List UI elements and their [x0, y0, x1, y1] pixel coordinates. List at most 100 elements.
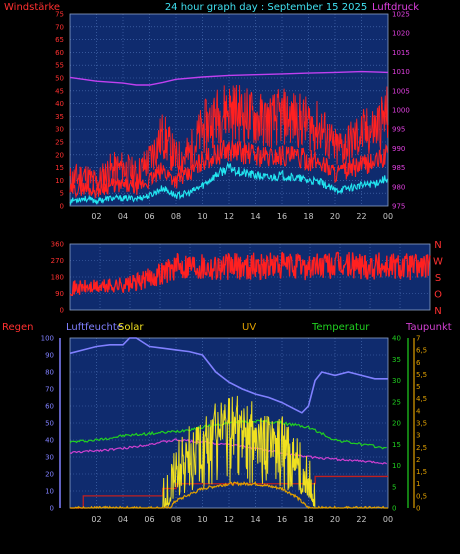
pressure-axis-title: Luftdruck — [372, 2, 419, 13]
x-tick-label: 18 — [303, 212, 313, 221]
solar-series-line — [162, 395, 316, 509]
x-tick-label: 14 — [250, 515, 260, 524]
y-left-tick-label: 25 — [55, 139, 64, 147]
y-left-tick-label: 45 — [55, 87, 64, 95]
rain-series-line — [70, 475, 388, 509]
x-tick-label: 10 — [197, 212, 207, 221]
uv-tick-label: 6 — [416, 359, 421, 367]
y-left-tick-label: 60 — [55, 49, 64, 57]
x-tick-label: 22 — [356, 515, 366, 524]
direction-tick-label: 360 — [51, 241, 64, 249]
x-tick-label: 02 — [91, 515, 101, 524]
humidity-label: Luftfeuchte — [66, 322, 123, 333]
y-left-tick-label: 35 — [55, 113, 64, 121]
temperature-tick-label: 5 — [392, 483, 396, 491]
pressure-series-line — [69, 70, 389, 86]
direction-label: W — [433, 257, 443, 268]
humidity-tick-label: 10 — [45, 488, 54, 496]
x-tick-label: 04 — [118, 515, 128, 524]
y-left-tick-label: 30 — [55, 126, 64, 134]
x-tick-label: 20 — [330, 515, 340, 524]
x-tick-label: 02 — [91, 212, 101, 221]
uv-tick-label: 2,5 — [416, 444, 427, 452]
humidity-tick-label: 90 — [45, 352, 54, 360]
x-tick-label: 22 — [356, 212, 366, 221]
y-right-tick-label: 1015 — [392, 49, 410, 57]
x-tick-label: 10 — [197, 515, 207, 524]
wind-avg-series-line — [69, 161, 388, 206]
humidity-tick-label: 30 — [45, 454, 54, 462]
temperature-tick-label: 35 — [392, 356, 401, 364]
y-right-tick-label: 1025 — [392, 11, 410, 19]
x-tick-label: 20 — [330, 212, 340, 221]
humidity-tick-label: 40 — [45, 437, 54, 445]
humidity-tick-label: 20 — [45, 471, 54, 479]
humidity-series-line — [69, 337, 388, 414]
chart-title: 24 hour graph day : September 15 2025 — [165, 2, 367, 13]
x-tick-label: 00 — [383, 515, 393, 524]
direction-label: S — [435, 273, 441, 284]
direction-tick-label: 0 — [60, 307, 64, 315]
y-left-tick-label: 5 — [60, 190, 64, 198]
temperature-tick-label: 20 — [392, 420, 401, 428]
y-right-tick-label: 1000 — [392, 107, 410, 115]
y-left-tick-label: 0 — [60, 203, 64, 211]
y-left-tick-label: 55 — [55, 62, 64, 70]
uv-tick-label: 7 — [416, 335, 420, 343]
y-right-tick-label: 1005 — [392, 87, 410, 95]
uv-tick-label: 4,5 — [416, 395, 427, 403]
direction-tick-label: 270 — [51, 257, 64, 265]
uv-tick-label: 1 — [416, 480, 420, 488]
x-tick-label: 08 — [171, 515, 181, 524]
temperature-tick-label: 15 — [392, 441, 401, 449]
uv-tick-label: 0,5 — [416, 492, 427, 500]
uv-label: UV — [242, 322, 256, 333]
x-tick-label: 12 — [224, 212, 234, 221]
wind-direction-panel: 0 90 180 270 360 — [51, 241, 431, 315]
gust-series-line — [69, 84, 389, 193]
y-right-tick-label: 1020 — [392, 30, 410, 38]
uv-tick-label: 3 — [416, 432, 420, 440]
y-right-tick-label: 995 — [392, 126, 405, 134]
uv-tick-label: 5,5 — [416, 371, 427, 379]
temperature-tick-label: 30 — [392, 377, 401, 385]
y-left-tick-label: 70 — [55, 23, 64, 31]
uv-tick-label: 2 — [416, 456, 420, 464]
y-right-tick-label: 990 — [392, 145, 405, 153]
uv-tick-label: 3,5 — [416, 420, 427, 428]
x-tick-label: 12 — [224, 515, 234, 524]
temperature-series-line — [69, 418, 387, 450]
x-tick-label: 04 — [118, 212, 128, 221]
temperature-tick-label: 25 — [392, 398, 401, 406]
climate-panel: 0102030405060708090100051015202530354000… — [41, 335, 428, 525]
wind-axis-title: Windstärke — [4, 2, 60, 13]
y-left-tick-label: 50 — [55, 75, 64, 83]
direction-label: N — [434, 240, 441, 251]
plot-border — [69, 13, 389, 207]
uv-series-line — [69, 480, 388, 510]
x-tick-label: 18 — [303, 515, 313, 524]
uv-tick-label: 0 — [416, 505, 420, 513]
humidity-tick-label: 50 — [45, 420, 54, 428]
dewpoint-series-line — [69, 438, 388, 465]
plot-border — [69, 243, 431, 311]
x-tick-label: 00 — [383, 212, 393, 221]
temperature-tick-label: 0 — [392, 505, 396, 513]
humidity-tick-label: 70 — [45, 386, 54, 394]
uv-tick-label: 6,5 — [416, 347, 427, 355]
y-left-tick-label: 40 — [55, 100, 64, 108]
x-tick-label: 16 — [277, 515, 287, 524]
direction-tick-label: 180 — [51, 274, 64, 282]
y-left-tick-label: 10 — [55, 177, 64, 185]
wind-series-line — [69, 140, 388, 199]
uv-tick-label: 5 — [416, 383, 420, 391]
x-tick-label: 16 — [277, 212, 287, 221]
dewpoint-label: Taupunkt — [405, 322, 452, 333]
x-tick-label: 08 — [171, 212, 181, 221]
x-tick-label: 06 — [144, 515, 154, 524]
temperature-tick-label: 10 — [392, 462, 401, 470]
direction-label: N — [434, 306, 441, 317]
direction-label: O — [434, 290, 442, 301]
